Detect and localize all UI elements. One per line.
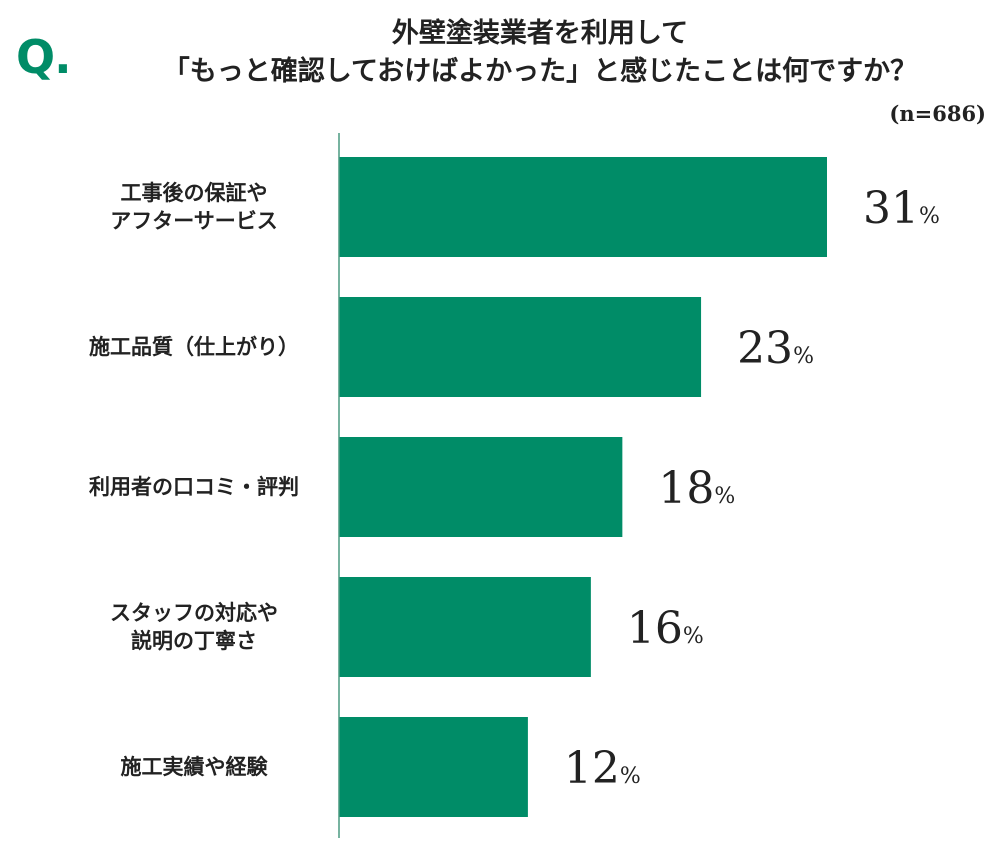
category-label-line: 利用者の口コミ・評判 bbox=[89, 474, 299, 499]
category-label-4: 施工実績や経験 bbox=[121, 754, 269, 779]
bar-2 bbox=[339, 437, 623, 537]
chart-title-line-2: 「もっと確認しておけばよかった」と感じたことは何ですか？ bbox=[162, 56, 918, 87]
value-label-1: 23% bbox=[737, 323, 814, 374]
value-label-3: 16% bbox=[627, 603, 704, 654]
bar-4 bbox=[339, 717, 528, 817]
value-number: 18 bbox=[658, 463, 714, 514]
category-label-3: スタッフの対応や説明の丁寧さ bbox=[110, 600, 278, 653]
value-label-0: 31% bbox=[863, 183, 940, 234]
category-label-line: アフターサービス bbox=[110, 208, 278, 233]
category-label-line: 施工実績や経験 bbox=[121, 754, 269, 779]
value-label-4: 12% bbox=[564, 743, 641, 794]
sample-size-label: (n=686) bbox=[889, 101, 986, 126]
value-unit: % bbox=[683, 624, 704, 649]
value-unit: % bbox=[919, 204, 940, 229]
value-number: 12 bbox=[564, 743, 620, 794]
value-number: 23 bbox=[737, 323, 793, 374]
bar-3 bbox=[339, 577, 591, 677]
value-unit: % bbox=[714, 484, 735, 509]
value-number: 16 bbox=[627, 603, 683, 654]
value-number: 31 bbox=[863, 183, 919, 234]
bar-1 bbox=[339, 297, 702, 397]
category-label-2: 利用者の口コミ・評判 bbox=[89, 474, 299, 499]
category-label-line: スタッフの対応や bbox=[110, 600, 278, 625]
question-mark: Q. bbox=[16, 30, 72, 84]
bar-0 bbox=[339, 157, 827, 257]
chart-title-line-1: 外壁塗装業者を利用して bbox=[391, 18, 689, 49]
value-label-2: 18% bbox=[658, 463, 735, 514]
category-label-line: 説明の丁寧さ bbox=[131, 628, 257, 653]
value-unit: % bbox=[620, 764, 641, 789]
value-unit: % bbox=[793, 344, 814, 369]
category-label-0: 工事後の保証やアフターサービス bbox=[110, 180, 278, 233]
category-label-line: 工事後の保証や bbox=[121, 180, 268, 205]
category-label-line: 施工品質（仕上がり） bbox=[89, 334, 299, 359]
category-label-1: 施工品質（仕上がり） bbox=[89, 334, 299, 359]
